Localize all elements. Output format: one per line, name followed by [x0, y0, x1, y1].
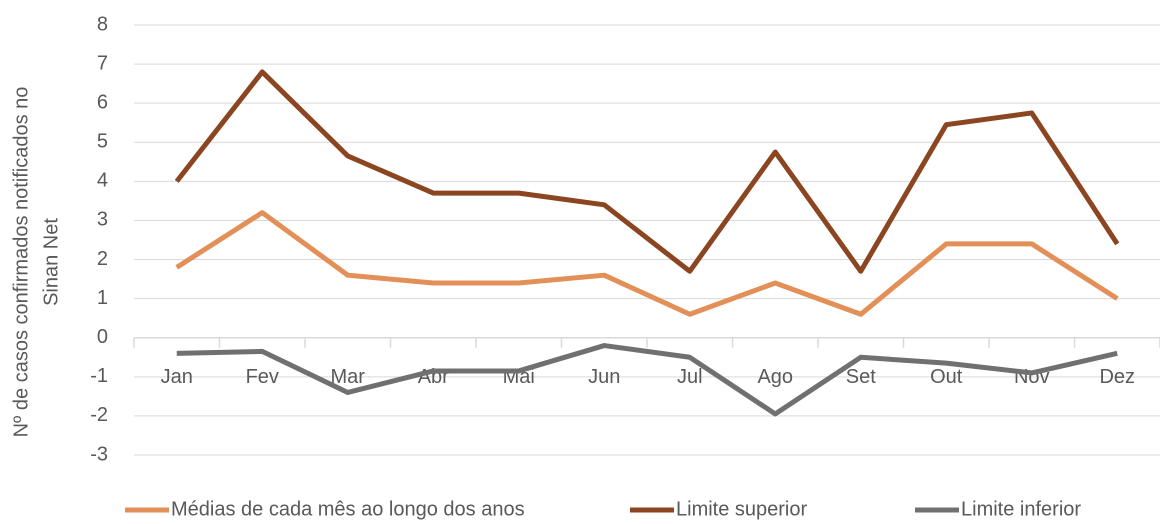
x-tick-label: Out	[930, 366, 963, 388]
series-line	[174, 69, 1120, 274]
y-tick-label: 3	[97, 209, 108, 231]
legend-label: Limite inferior	[961, 498, 1081, 520]
y-tick-label: 7	[97, 52, 108, 74]
y-tick-label: 5	[97, 131, 108, 153]
series-line	[175, 210, 1119, 317]
x-tick-label: Jan	[161, 366, 193, 388]
y-tick-label: -3	[90, 443, 108, 465]
y-axis-label: Nº de casos confirmados notificados no	[10, 87, 32, 438]
y-tick-label: 0	[97, 326, 108, 348]
y-tick-label: 6	[97, 91, 108, 113]
x-tick-label: Jun	[588, 366, 620, 388]
x-tick-label: Ago	[757, 366, 793, 388]
legend-label: Limite superior	[676, 498, 808, 520]
y-tick-label: 4	[97, 170, 108, 192]
x-tick-label: Jul	[677, 366, 703, 388]
x-tick-label: Mar	[331, 366, 366, 388]
x-tick-label: Fev	[246, 366, 279, 388]
series-line	[176, 343, 1118, 417]
y-tick-label: -1	[90, 365, 108, 387]
x-tick-label: Dez	[1099, 366, 1135, 388]
y-axis-label: Sinan Net	[40, 218, 62, 306]
y-tick-label: 1	[97, 287, 108, 309]
y-tick-label: 8	[97, 13, 108, 35]
y-tick-label: 2	[97, 248, 108, 270]
x-tick-label: Set	[846, 366, 876, 388]
legend-label: Médias de cada mês ao longo dos anos	[171, 498, 525, 520]
y-tick-label: -2	[90, 404, 108, 426]
